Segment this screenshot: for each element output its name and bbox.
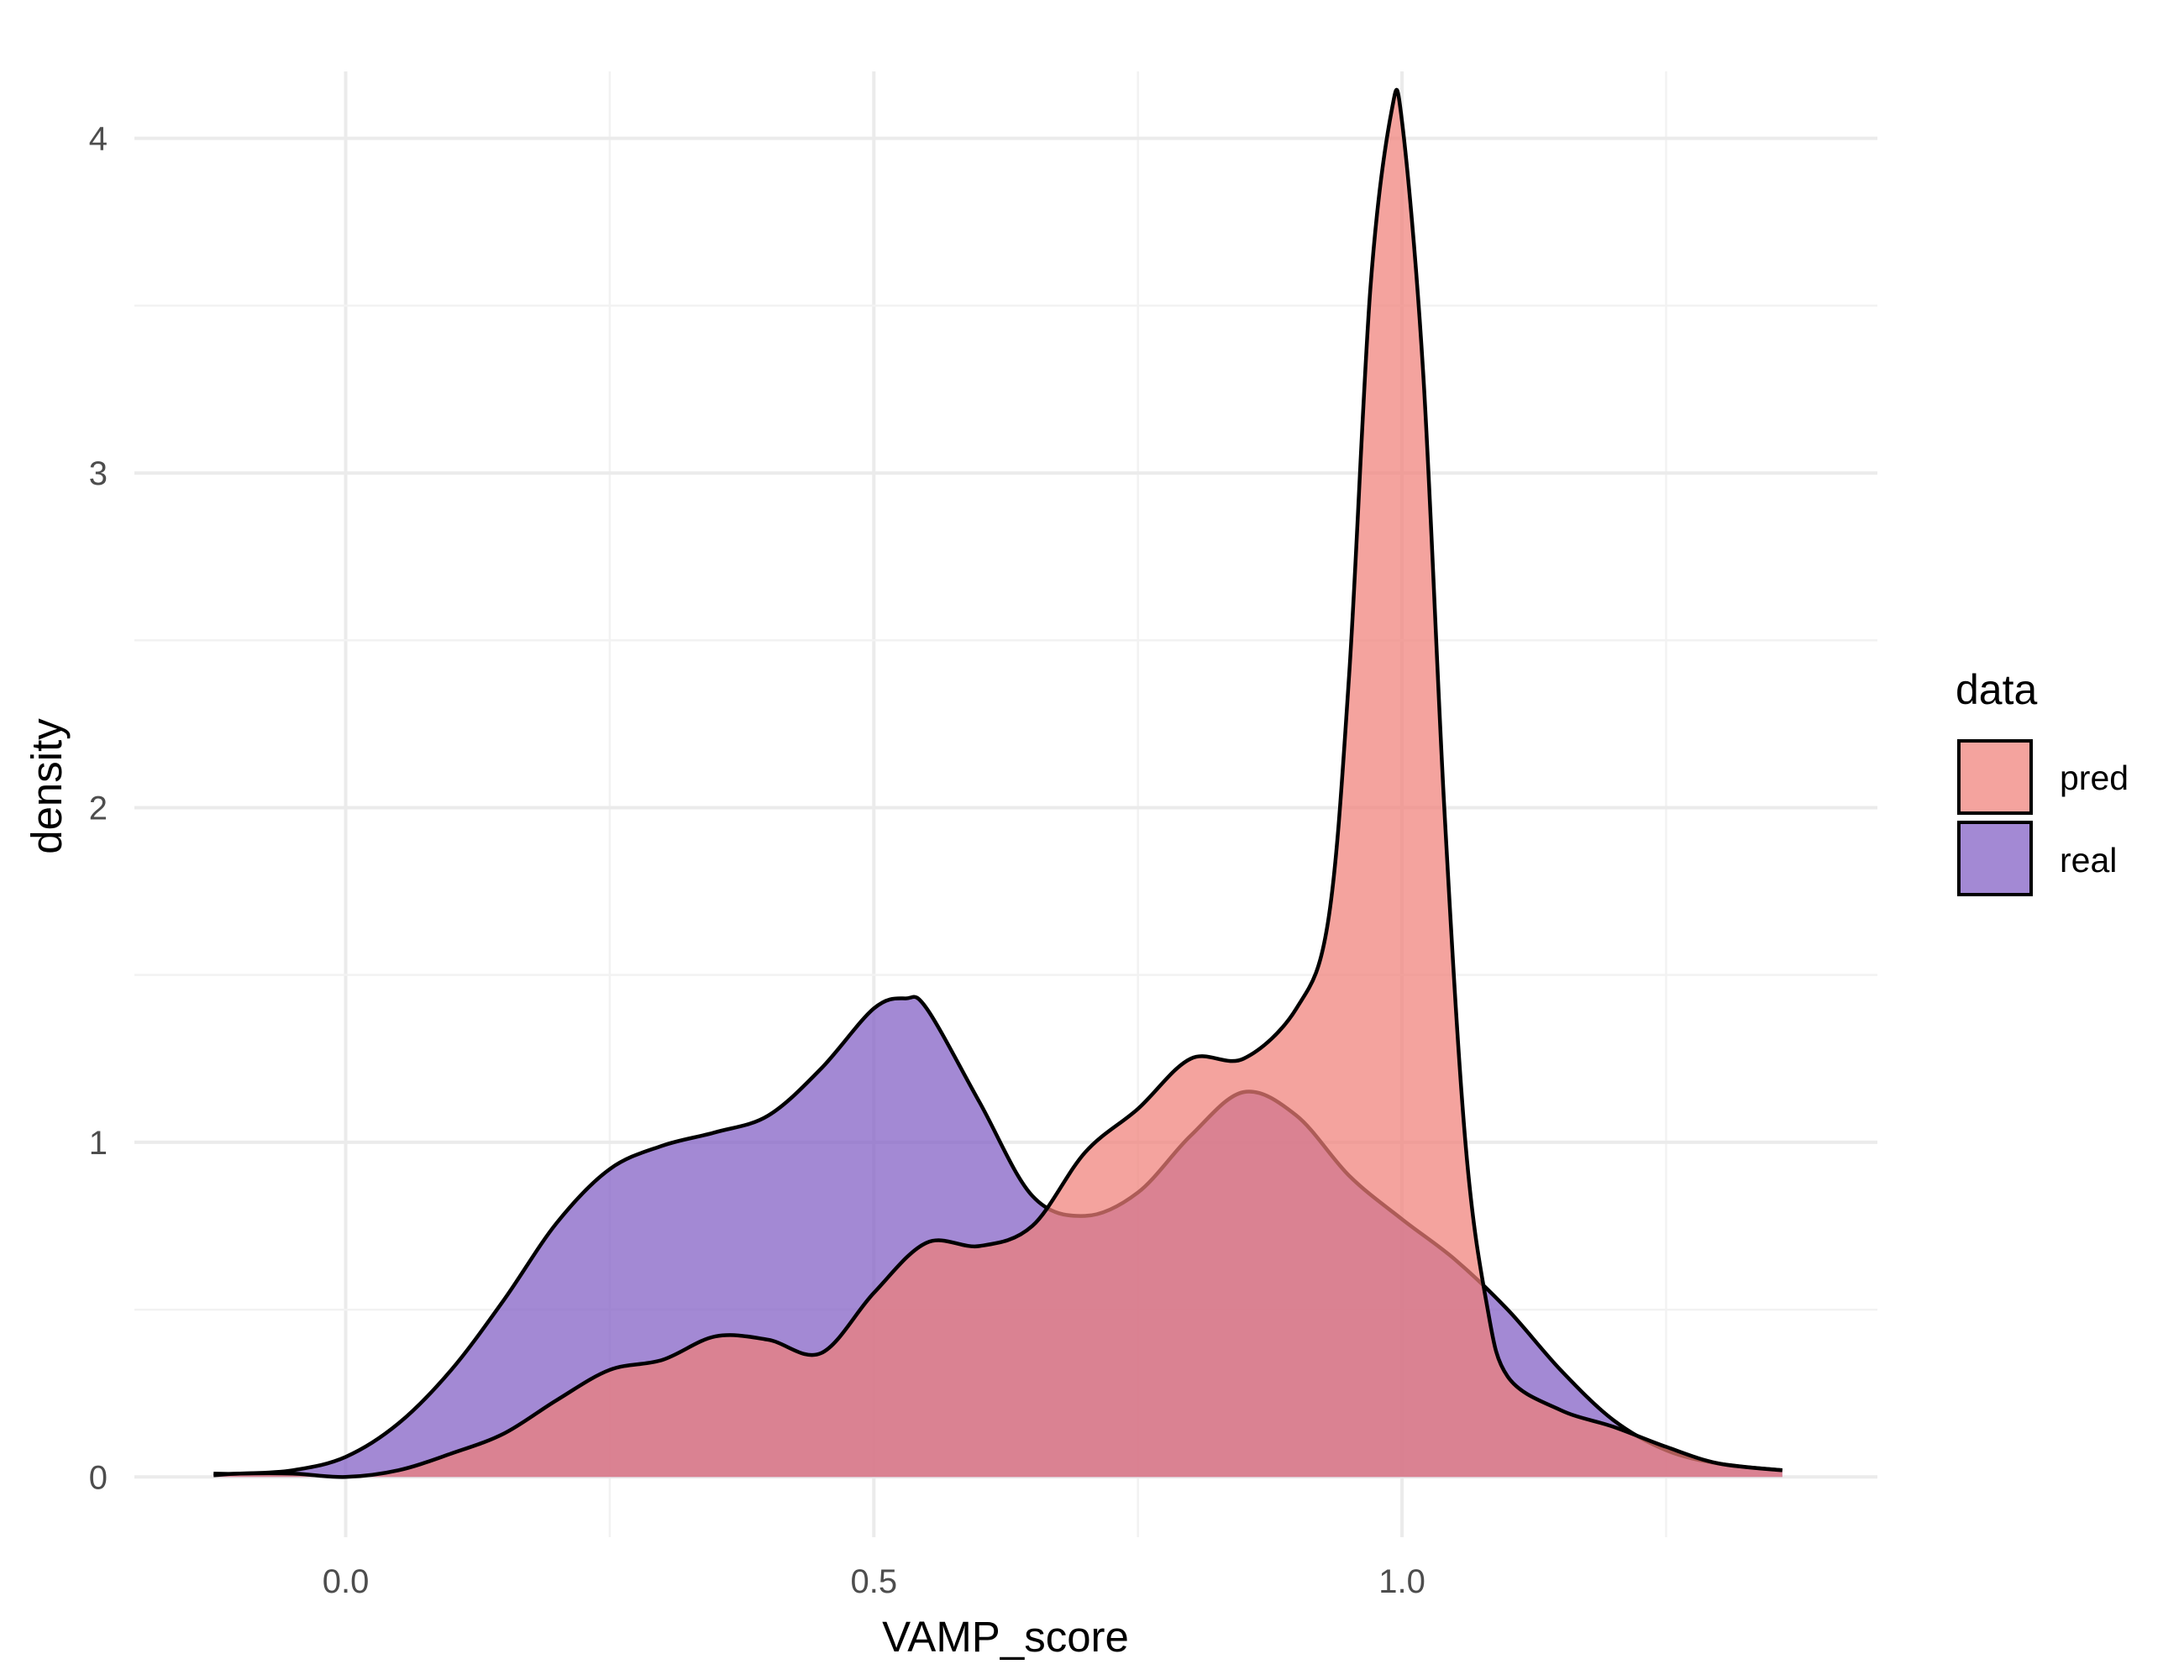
legend-key-pred <box>1957 739 2033 815</box>
x-tick-label: 0.0 <box>323 1563 370 1600</box>
density-areas <box>213 87 1783 1479</box>
y-tick-label: 1 <box>89 1125 108 1162</box>
legend-label-pred: pred <box>2060 759 2129 797</box>
x-tick-label: 0.5 <box>850 1563 897 1600</box>
y-tick-label: 3 <box>89 455 108 492</box>
y-tick-label: 0 <box>89 1459 108 1496</box>
legend-key-real <box>1957 821 2033 896</box>
y-axis-ticks: 0 1 2 3 4 <box>89 121 108 1497</box>
x-tick-label: 1.0 <box>1378 1563 1425 1600</box>
y-tick-label: 2 <box>89 790 108 827</box>
density-line-pred <box>213 87 1783 1479</box>
x-axis-ticks: 0.0 0.5 1.0 <box>323 1563 1425 1600</box>
x-axis-title: VAMP_score <box>882 1613 1129 1661</box>
y-axis-title: density <box>23 718 71 854</box>
legend-label-real: real <box>2060 841 2117 879</box>
y-tick-label: 4 <box>89 121 108 158</box>
legend: data pred real <box>1956 666 2129 896</box>
density-area-pred <box>213 89 1782 1478</box>
legend-title: data <box>1956 666 2038 713</box>
density-line-real <box>213 995 1783 1476</box>
